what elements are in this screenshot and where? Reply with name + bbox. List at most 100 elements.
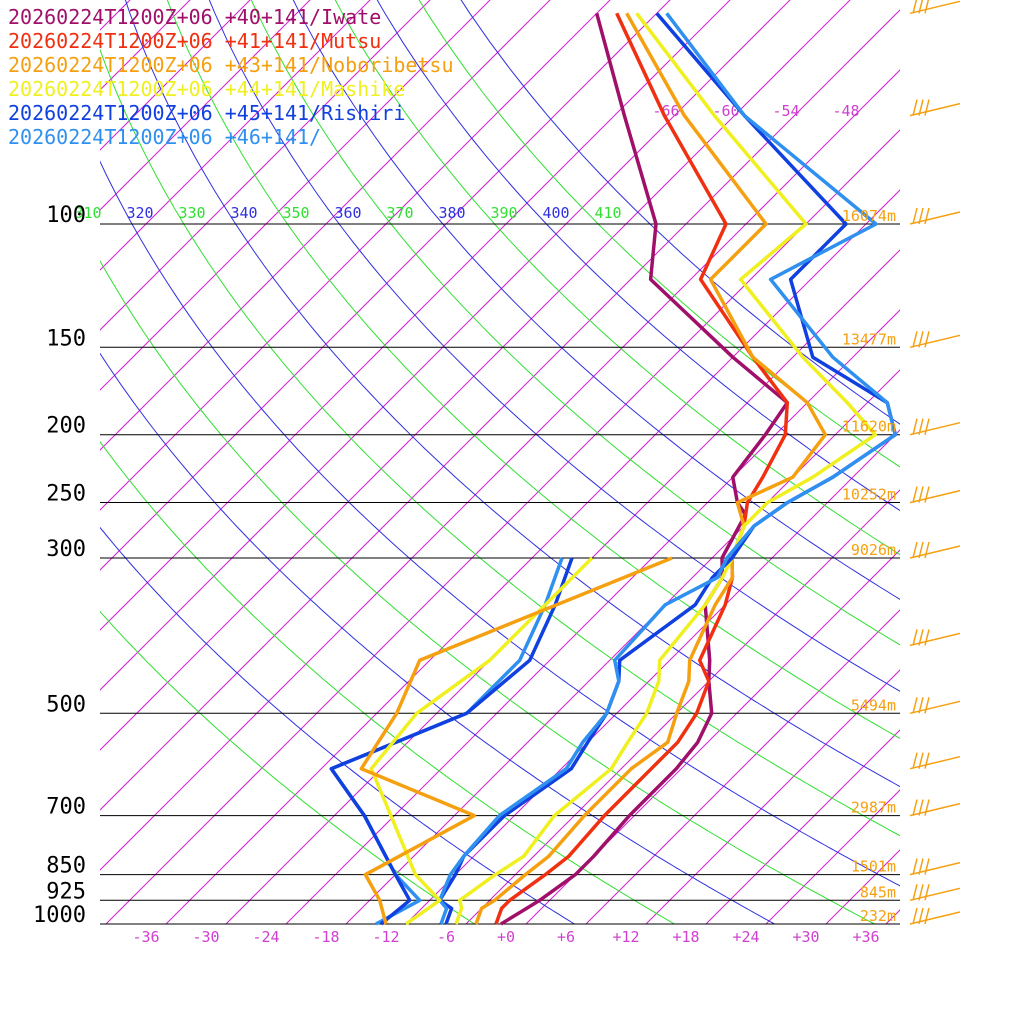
- pressure-label: 925: [46, 879, 86, 904]
- height-label: 1501m: [851, 858, 896, 876]
- wind-barb: [909, 418, 961, 436]
- temperature-line: [454, 12, 878, 925]
- wind-barb-flag: [912, 541, 918, 559]
- wind-barb-flag: [924, 0, 930, 14]
- wind-barb-staff: [909, 802, 961, 817]
- dewpoint-line: [359, 556, 673, 925]
- legend: 20260224T1200Z+06 +40+141/Iwate20260224T…: [8, 5, 454, 149]
- height-label: 13477m: [842, 330, 896, 348]
- x-tick-label: -36: [132, 928, 159, 946]
- wind-barb-staff: [909, 755, 961, 770]
- wind-barb: [909, 99, 961, 117]
- wind-barb: [909, 907, 961, 925]
- wind-barb-flag: [924, 207, 930, 225]
- height-label: 10252m: [842, 486, 896, 504]
- dewpoint-line: [329, 557, 564, 926]
- wind-barb-flag: [924, 418, 930, 435]
- pressure-label: 500: [46, 692, 86, 717]
- wind-barb-staff: [909, 887, 961, 902]
- temperature-line: [474, 12, 828, 925]
- isotherm-line: [105, 129, 900, 924]
- x-tick-label: -30: [192, 928, 219, 946]
- isotherm-line: [225, 249, 900, 924]
- isotherm-line: [285, 309, 900, 924]
- wind-barb-flag: [924, 799, 930, 816]
- wind-barb-flag: [918, 884, 924, 901]
- theta-label: 390: [490, 204, 517, 222]
- wind-barb-flag: [918, 541, 924, 559]
- isotherm-line: [525, 549, 900, 924]
- wind-barb-flag: [918, 799, 924, 816]
- dewpoint-line: [369, 556, 594, 926]
- pressure-label: 150: [46, 326, 86, 351]
- wind-barb-flag: [924, 884, 930, 901]
- wind-barb-flag: [924, 486, 930, 503]
- wind-barb-flag: [912, 99, 918, 116]
- isotherm-line: [100, 0, 371, 271]
- wind-barb: [909, 0, 961, 15]
- x-tick-label: -12: [372, 928, 399, 946]
- wind-barb-flag: [924, 99, 930, 116]
- dewpoint-line: [329, 557, 574, 926]
- theta-label: 330: [178, 204, 205, 222]
- x-tick-label: +18: [672, 928, 699, 946]
- wind-barb-staff: [909, 700, 961, 715]
- wind-barb-staff: [909, 545, 961, 559]
- x-tick-label: -24: [252, 928, 279, 946]
- dry-adiabat-line: [124, 0, 900, 788]
- wind-barb-flag: [912, 752, 918, 769]
- wind-barb-staff: [909, 861, 961, 876]
- temperature-line: [437, 12, 898, 925]
- isotherm-line: [100, 0, 791, 691]
- height-label: 9026m: [851, 541, 896, 559]
- isotherm-line: [100, 0, 491, 391]
- wind-barb-flag: [912, 697, 918, 714]
- wind-barb-flag: [924, 858, 930, 875]
- dry-adiabat-lines: [100, 0, 900, 924]
- isotherm-line: [465, 489, 900, 924]
- dry-adiabat-line: [418, 0, 900, 468]
- legend-entry: 20260224T1200Z+06 +46+141/: [8, 125, 321, 149]
- wind-barb: [909, 697, 961, 715]
- dry-adiabat-line: [334, 0, 900, 556]
- x-tick-label: -6: [437, 928, 455, 946]
- wind-barb-flag: [918, 418, 924, 435]
- x-tick-label: -18: [312, 928, 339, 946]
- wind-barb-staff: [909, 211, 961, 225]
- wind-barb: [909, 207, 961, 225]
- isotherm-line: [100, 0, 731, 631]
- wind-barb-flag: [918, 752, 924, 769]
- pressure-label: 200: [46, 414, 86, 439]
- sounding-series: [329, 12, 898, 926]
- wind-barb: [909, 799, 961, 817]
- theta-label: 340: [230, 204, 257, 222]
- x-tick-label: +0: [497, 928, 515, 946]
- isotherm-line: [165, 189, 900, 924]
- isotherm-line: [100, 0, 851, 751]
- legend-entry: 20260224T1200Z+06 +45+141/Rishiri: [8, 101, 405, 125]
- wind-barb: [909, 752, 961, 770]
- isotherm-line: [100, 0, 431, 331]
- isotherm-line: [705, 729, 900, 924]
- wind-barb-flag: [912, 884, 918, 901]
- isotherm-line: [345, 369, 900, 924]
- dry-adiabat-line: [100, 259, 875, 924]
- wind-barb-staff: [909, 421, 961, 436]
- wind-barb-flag: [912, 331, 918, 348]
- wind-barb-flag: [912, 0, 918, 14]
- wind-barb: [909, 629, 961, 647]
- pressure-label: 850: [46, 854, 86, 879]
- wind-barb-flag: [918, 207, 924, 225]
- wind-barb-staff: [909, 334, 961, 349]
- wind-barb: [909, 541, 961, 559]
- dry-adiabat-line: [100, 526, 575, 924]
- wind-barb-staff: [909, 911, 961, 925]
- theta-label: 370: [386, 204, 413, 222]
- wind-barb-flag: [918, 629, 924, 646]
- wind-barb-staff: [909, 102, 961, 117]
- wind-barb-flag: [918, 331, 924, 348]
- theta-label: 410: [594, 204, 621, 222]
- isotherm-line: [585, 609, 900, 924]
- wind-barb: [909, 486, 961, 504]
